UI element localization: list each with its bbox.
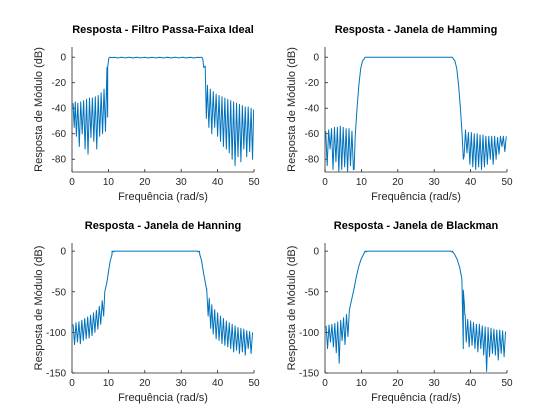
x-tick-label: 20: [392, 177, 404, 188]
subplot-hanning: Resposta - Janela de Hanning 0 10 20 30 40 50 0…: [33, 220, 260, 404]
x-tick-label: 40: [465, 378, 477, 389]
x-tick-label: 40: [465, 177, 477, 188]
y-tick-label: -20: [305, 78, 320, 89]
y-tick-label: 0: [60, 247, 66, 258]
y-tick-label: -60: [305, 129, 320, 140]
response-curve: [325, 56, 507, 172]
chart-title: Resposta - Janela de Blackman: [334, 220, 499, 232]
subplot-ideal: Resposta - Filtro Passa-Faixa Ideal 0 10 20…: [33, 24, 260, 203]
x-tick-label: 40: [212, 177, 224, 188]
y-tick-label: -150: [46, 369, 66, 380]
y-tick-label: 0: [313, 53, 319, 64]
x-axis-label: Frequência (rad/s): [371, 392, 461, 404]
y-tick-label: -100: [46, 328, 66, 339]
y-tick-label: -80: [52, 155, 67, 166]
x-axis-label: Frequência (rad/s): [118, 191, 208, 203]
chart-title: Resposta - Janela de Hamming: [335, 24, 498, 36]
x-tick-label: 50: [248, 378, 260, 389]
response-curve: [72, 56, 254, 167]
x-tick-label: 0: [322, 378, 328, 389]
subplot-hamming: Resposta - Janela de Hamming 0 10 20 30 40 50 0…: [286, 24, 513, 203]
x-tick-label: 10: [103, 177, 115, 188]
y-axis-label: Resposta de Módulo (dB): [33, 246, 45, 371]
x-tick-label: 20: [139, 378, 151, 389]
y-tick-label: -50: [305, 287, 320, 298]
x-tick-label: 10: [356, 378, 368, 389]
response-curve: [325, 250, 507, 372]
y-tick-label: 0: [313, 247, 319, 258]
y-tick-label: -80: [305, 155, 320, 166]
x-tick-label: 20: [139, 177, 151, 188]
x-tick-label: 40: [212, 378, 224, 389]
x-axis-label: Frequência (rad/s): [118, 392, 208, 404]
x-tick-label: 50: [501, 177, 513, 188]
x-tick-label: 20: [392, 378, 404, 389]
x-tick-label: 30: [176, 177, 188, 188]
y-axis-label: Resposta de Módulo (dB): [286, 246, 298, 371]
response-curve: [72, 250, 254, 356]
x-tick-label: 10: [103, 378, 115, 389]
y-tick-label: 0: [60, 53, 66, 64]
y-tick-label: -150: [299, 369, 319, 380]
x-tick-label: 30: [429, 177, 441, 188]
y-tick-label: -60: [52, 129, 67, 140]
y-tick-label: -40: [305, 104, 320, 115]
y-tick-label: -40: [52, 104, 67, 115]
y-tick-label: -100: [299, 328, 319, 339]
x-tick-label: 30: [429, 378, 441, 389]
y-tick-label: -20: [52, 78, 67, 89]
x-axis-label: Frequência (rad/s): [371, 191, 461, 203]
x-tick-label: 10: [356, 177, 368, 188]
x-tick-label: 0: [322, 177, 328, 188]
subplot-blackman: Resposta - Janela de Blackman 0 10 20 30 40 50…: [286, 220, 513, 404]
x-tick-label: 50: [248, 177, 260, 188]
x-tick-label: 30: [176, 378, 188, 389]
y-tick-label: -50: [52, 287, 67, 298]
y-axis-label: Resposta de Módulo (dB): [33, 47, 45, 172]
chart-title: Resposta - Filtro Passa-Faixa Ideal: [72, 24, 254, 36]
x-tick-label: 50: [501, 378, 513, 389]
x-tick-label: 0: [69, 177, 75, 188]
chart-title: Resposta - Janela de Hanning: [85, 220, 241, 232]
x-tick-label: 0: [69, 378, 75, 389]
y-axis-label: Resposta de Módulo (dB): [286, 47, 298, 172]
